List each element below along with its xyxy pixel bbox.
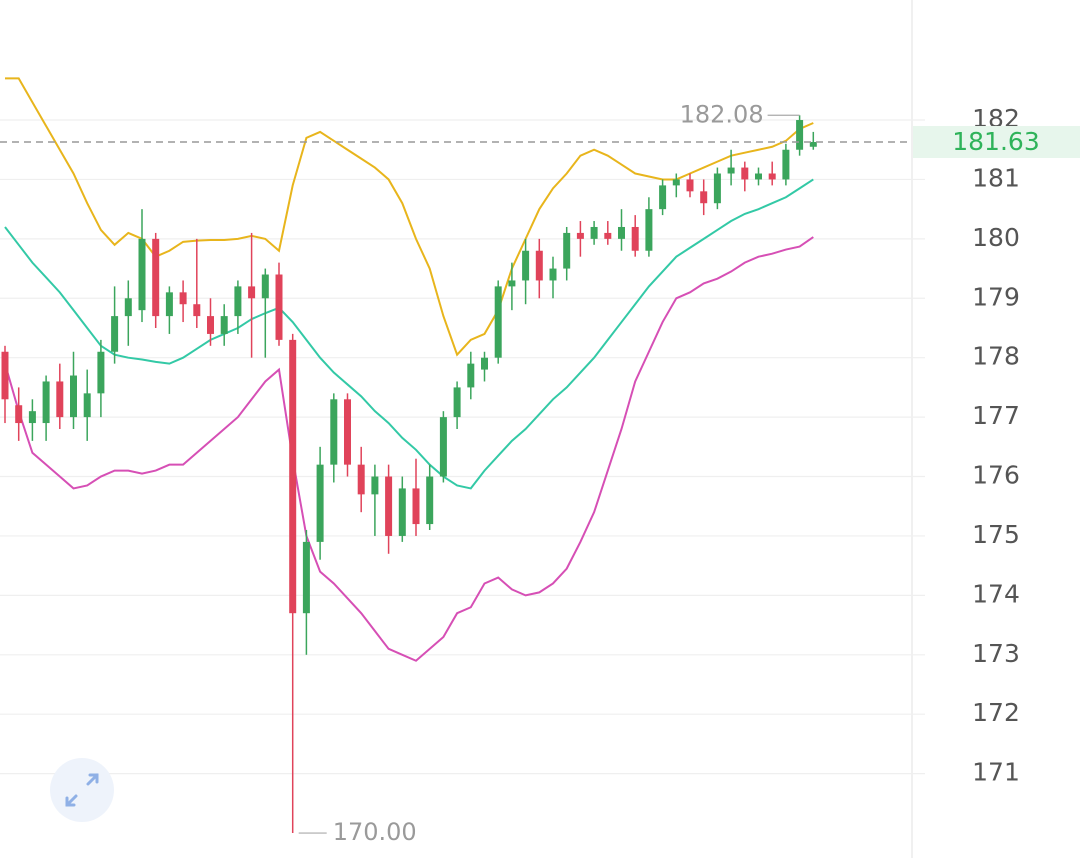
y-tick-label: 175 xyxy=(972,520,1020,549)
candle-body xyxy=(111,316,119,352)
y-tick-label: 174 xyxy=(972,579,1020,608)
candle-body xyxy=(659,185,667,210)
candle-body xyxy=(741,167,749,180)
max-label: 182.08 xyxy=(680,100,764,128)
min-label: 170.00 xyxy=(333,818,417,846)
candle-body xyxy=(371,476,379,495)
candle-body xyxy=(755,173,762,180)
candle-body xyxy=(631,226,639,251)
candle-body xyxy=(152,238,160,317)
candle-body xyxy=(768,173,776,180)
candle-body xyxy=(124,298,132,317)
candle-body xyxy=(56,381,64,418)
band-line xyxy=(4,178,814,490)
candle-body xyxy=(207,316,214,334)
candle-body xyxy=(15,405,23,424)
candle-body xyxy=(782,149,790,180)
candle-body xyxy=(193,304,201,317)
candle-body xyxy=(316,464,324,542)
candle-body xyxy=(439,417,447,477)
candle-body xyxy=(28,411,36,424)
candle-body xyxy=(700,191,708,204)
candle-body xyxy=(563,232,571,269)
candle-body xyxy=(138,238,146,311)
y-tick-label: 173 xyxy=(972,639,1020,668)
expand-icon xyxy=(65,773,99,807)
candle-body xyxy=(330,399,338,465)
candle-body xyxy=(618,226,625,239)
candle-body xyxy=(289,339,297,614)
candle-body xyxy=(508,280,516,287)
y-tick-label: 171 xyxy=(972,758,1020,787)
candle-body xyxy=(672,179,680,186)
last-price-label: 181.63 xyxy=(952,127,1039,156)
candle-body xyxy=(385,476,393,536)
candle-body xyxy=(453,387,461,418)
last-price-tag xyxy=(913,126,1080,159)
plot xyxy=(0,77,925,834)
candle-body xyxy=(590,226,598,239)
candle-body xyxy=(713,173,721,204)
candle-body xyxy=(398,488,406,536)
candle-body xyxy=(727,167,735,174)
candle-body xyxy=(97,351,105,394)
candle-body xyxy=(494,286,502,358)
candle-body xyxy=(1,351,9,400)
y-tick-label: 177 xyxy=(972,401,1020,430)
y-tick-label: 179 xyxy=(972,282,1020,311)
y-tick-label: 172 xyxy=(972,698,1020,727)
candle-body xyxy=(522,250,530,281)
candle-body xyxy=(261,274,269,299)
candle-body xyxy=(535,250,543,281)
candle-body xyxy=(248,286,256,299)
candle-body xyxy=(275,274,283,340)
candle-body xyxy=(234,286,242,317)
candle-body xyxy=(426,476,434,525)
candle-body xyxy=(179,292,187,305)
candle-body xyxy=(220,316,228,334)
candle-body xyxy=(549,268,557,281)
y-tick-label: 181 xyxy=(972,163,1020,192)
candle-body xyxy=(42,381,50,424)
candle-body xyxy=(302,541,310,614)
candle-body xyxy=(796,120,804,150)
candle-body xyxy=(686,179,694,192)
candle-body xyxy=(344,399,351,465)
candle-body xyxy=(467,363,475,388)
y-tick-label: 180 xyxy=(972,223,1020,252)
candle-body xyxy=(165,292,173,317)
candle-body xyxy=(70,375,77,418)
band-line xyxy=(5,77,814,357)
candle-body xyxy=(645,209,653,251)
candle-body xyxy=(83,393,91,418)
band-line xyxy=(4,236,814,662)
candle-body xyxy=(357,464,365,495)
candle-body xyxy=(481,357,488,370)
y-tick-label: 176 xyxy=(972,461,1020,490)
candle-body xyxy=(809,142,817,147)
expand-button-bg xyxy=(50,758,114,822)
candle-body xyxy=(412,488,420,525)
y-tick-label: 178 xyxy=(972,342,1020,371)
expand-button[interactable] xyxy=(50,758,114,822)
candle-body xyxy=(576,232,584,239)
candle-body xyxy=(604,232,612,239)
